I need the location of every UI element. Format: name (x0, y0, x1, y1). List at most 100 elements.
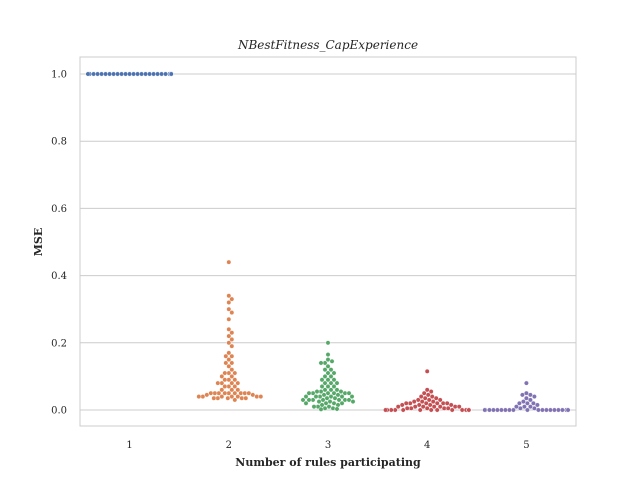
data-point-group-2 (246, 390, 252, 396)
data-point-group-3 (319, 384, 325, 389)
data-point-group-3 (332, 395, 338, 401)
data-point-group-5 (565, 407, 571, 413)
data-point-group-3 (346, 390, 352, 396)
data-point-group-5 (525, 407, 530, 413)
data-point-group-1 (155, 71, 161, 77)
data-point-group-4 (408, 405, 414, 411)
data-point-group-2 (226, 259, 232, 265)
data-point-group-4 (424, 405, 430, 411)
data-point-group-2 (200, 394, 206, 399)
y-tick-label: 0.8 (51, 137, 67, 148)
data-point-group-3 (338, 389, 344, 394)
data-point-group-5 (502, 407, 508, 413)
data-point-group-2 (211, 395, 217, 401)
y-tick-label: 0.4 (51, 271, 67, 282)
y-tick-label: 1.0 (51, 70, 67, 81)
data-point-group-1 (111, 71, 117, 77)
y-tick-label: 0.2 (51, 338, 67, 349)
y-tick-label: 0.6 (51, 204, 67, 215)
data-point-group-4 (429, 394, 435, 399)
data-point-group-3 (306, 397, 312, 403)
data-point-group-5 (494, 407, 500, 413)
data-point-group-2 (215, 395, 221, 401)
data-point-group-2 (229, 343, 235, 349)
data-point-group-4 (466, 407, 472, 413)
data-point-group-2 (226, 350, 232, 356)
data-point-group-3 (322, 373, 328, 379)
data-point-group-5 (552, 407, 557, 413)
data-point-group-4 (395, 404, 401, 410)
data-point-group-2 (232, 397, 238, 403)
data-point-group-3 (336, 397, 342, 403)
data-point-group-1 (123, 71, 129, 77)
data-point-group-3 (318, 360, 324, 366)
data-point-group-2 (254, 394, 260, 399)
data-point-group-4 (412, 404, 418, 410)
data-point-group-3 (325, 390, 331, 396)
data-point-group-1 (131, 71, 137, 77)
data-point-group-4 (445, 405, 451, 411)
data-point-group-2 (222, 370, 228, 376)
data-point-group-5 (517, 400, 522, 406)
data-point-group-2 (232, 384, 238, 389)
x-tick-label: 5 (523, 440, 529, 451)
data-point-group-2 (232, 390, 238, 396)
data-point-group-2 (219, 373, 225, 379)
data-point-group-4 (422, 395, 428, 401)
data-point-group-2 (222, 390, 228, 396)
data-point-group-5 (531, 400, 536, 406)
data-point-group-1 (107, 71, 113, 77)
data-point-group-3 (322, 380, 328, 386)
data-point-group-2 (229, 360, 235, 366)
data-points (85, 71, 571, 413)
data-point-group-2 (226, 340, 232, 346)
data-point-group-5 (490, 407, 496, 413)
data-point-group-4 (427, 402, 433, 408)
data-point-group-5 (518, 405, 523, 411)
data-point-group-4 (437, 404, 443, 410)
data-point-group-3 (335, 402, 341, 408)
data-point-group-5 (521, 399, 526, 404)
data-point-group-2 (229, 380, 235, 386)
data-point-group-4 (444, 400, 450, 406)
data-point-group-5 (524, 395, 529, 401)
data-point-group-4 (449, 407, 455, 413)
data-point-group-3 (320, 397, 326, 403)
data-point-group-2 (229, 373, 235, 379)
data-point-group-3 (346, 397, 352, 403)
data-point-group-3 (334, 406, 340, 412)
data-point-group-4 (423, 400, 429, 406)
data-point-group-3 (328, 394, 334, 399)
data-point-group-5 (532, 394, 537, 399)
data-point-group-2 (223, 353, 229, 359)
data-point-group-4 (456, 404, 462, 410)
data-point-group-2 (226, 357, 232, 362)
data-point-group-4 (426, 397, 432, 403)
data-point-group-5 (522, 404, 527, 410)
data-point-group-3 (349, 394, 355, 399)
data-point-group-4 (428, 389, 434, 394)
data-point-group-4 (383, 407, 388, 413)
data-point-group-2 (235, 380, 241, 386)
data-point-group-4 (448, 402, 454, 408)
data-point-group-3 (325, 370, 331, 376)
data-point-group-2 (196, 394, 202, 399)
data-point-group-2 (235, 387, 241, 393)
data-point-group-2 (232, 377, 238, 383)
data-point-group-5 (532, 405, 537, 411)
data-point-group-3 (339, 400, 345, 406)
data-point-group-1 (135, 71, 141, 77)
data-point-group-3 (318, 406, 324, 412)
data-point-group-4 (388, 407, 394, 413)
data-point-group-5 (524, 390, 529, 396)
data-point-group-3 (328, 367, 334, 373)
data-point-group-2 (225, 395, 231, 401)
data-point-group-5 (506, 407, 512, 413)
data-point-group-2 (208, 390, 214, 396)
data-point-group-3 (325, 357, 331, 362)
data-point-group-3 (303, 394, 309, 399)
data-point-group-3 (331, 390, 337, 396)
data-point-group-4 (424, 387, 430, 393)
data-point-group-2 (226, 326, 232, 332)
data-point-group-4 (434, 400, 440, 406)
